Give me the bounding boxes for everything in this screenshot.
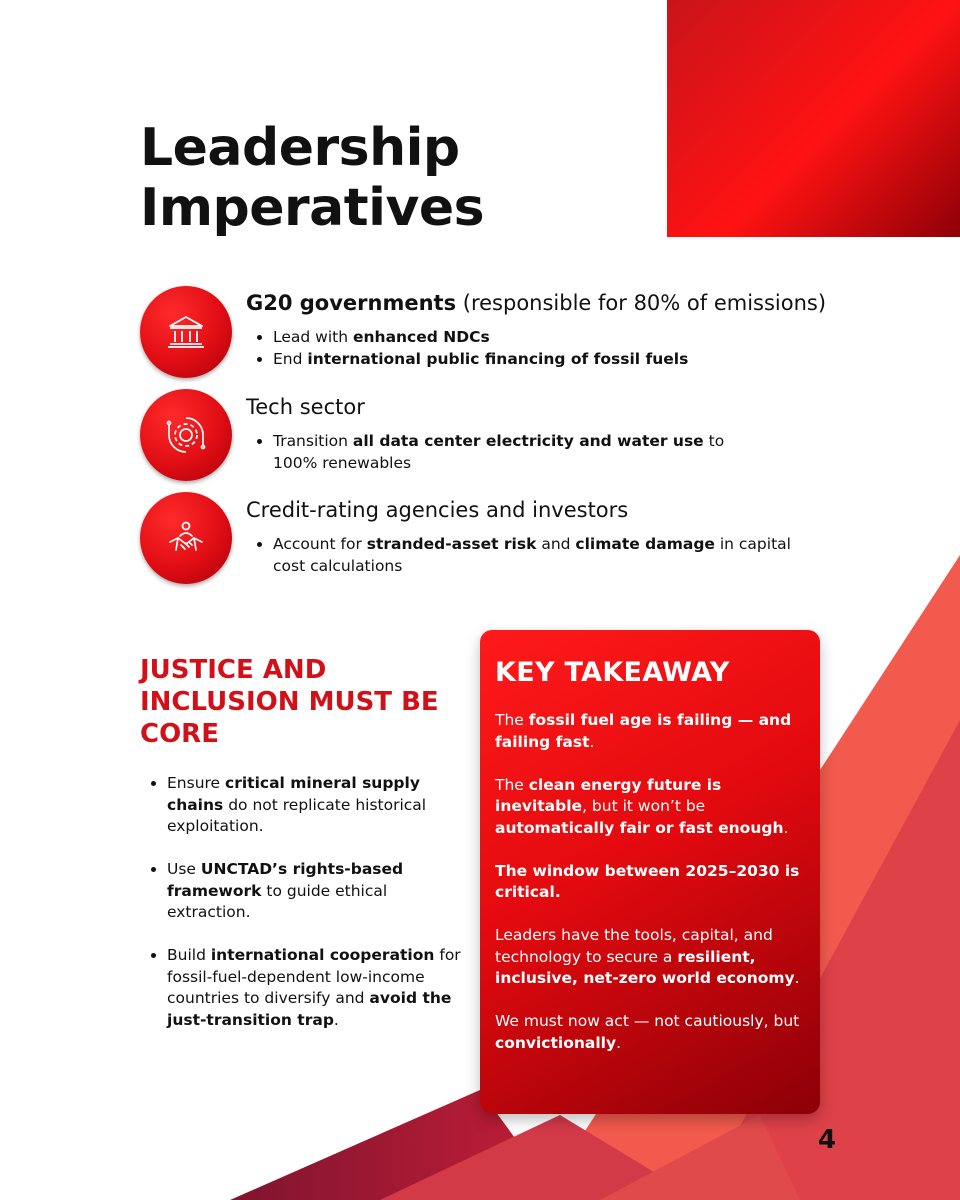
key-takeaway-body: The fossil fuel age is failing — and fai… [495,710,810,1076]
takeaway-paragraph: Leaders have the tools, capital, and tec… [495,926,800,987]
imperative-tech: Tech sector Transition all data center e… [140,389,840,485]
imperative-bullets: Transition all data center electricity a… [252,430,773,474]
imperative-heading: Tech sector [246,395,365,419]
government-building-icon [140,286,232,378]
imperative-heading: G20 governments (responsible for 80% of … [246,291,827,315]
key-takeaway-card: KEY TAKEAWAY The fossil fuel age is fail… [480,630,820,1114]
page-title: Leadership Imperatives [140,118,485,238]
list-item: Transition all data center electricity a… [273,430,773,474]
handshake-investors-icon [140,492,232,584]
list-item: Lead with enhanced NDCs [273,326,833,348]
title-line-1: Leadership [140,118,460,178]
justice-list: Ensure critical mineral supply chains do… [146,773,467,1053]
takeaway-paragraph: We must now act — not cautiously, but co… [495,1012,800,1052]
imperative-bullets: Account for stranded-asset risk and clim… [252,533,803,577]
imperative-bullets: Lead with enhanced NDCs End internationa… [252,326,833,370]
imperative-g20: G20 governments (responsible for 80% of … [140,286,840,382]
list-item: Ensure critical mineral supply chains do… [167,773,467,838]
list-item: Use UNCTAD’s rights-based framework to g… [167,859,467,924]
bg-triangle-bottom-right [600,1115,800,1200]
justice-heading: JUSTICE AND INCLUSION MUST BE CORE [140,655,439,749]
list-item: Build international cooperation for foss… [167,945,467,1031]
tech-gear-circuit-icon [140,389,232,481]
key-takeaway-title: KEY TAKEAWAY [495,657,730,688]
takeaway-paragraph: The fossil fuel age is failing — and fai… [495,711,792,751]
bg-triangle-bottom-mid [380,1115,700,1200]
imperative-heading: Credit-rating agencies and investors [246,498,629,522]
takeaway-paragraph: The window between 2025–2030 is critical… [495,861,800,902]
imperative-investors: Credit-rating agencies and investors Acc… [140,492,840,588]
corner-gradient-block [667,0,960,237]
page-number: 4 [818,1125,837,1155]
title-line-2: Imperatives [140,178,485,238]
list-item: Account for stranded-asset risk and clim… [273,533,803,577]
takeaway-paragraph: The clean energy future is inevitable, b… [495,775,789,837]
list-item: End international public financing of fo… [273,348,833,370]
